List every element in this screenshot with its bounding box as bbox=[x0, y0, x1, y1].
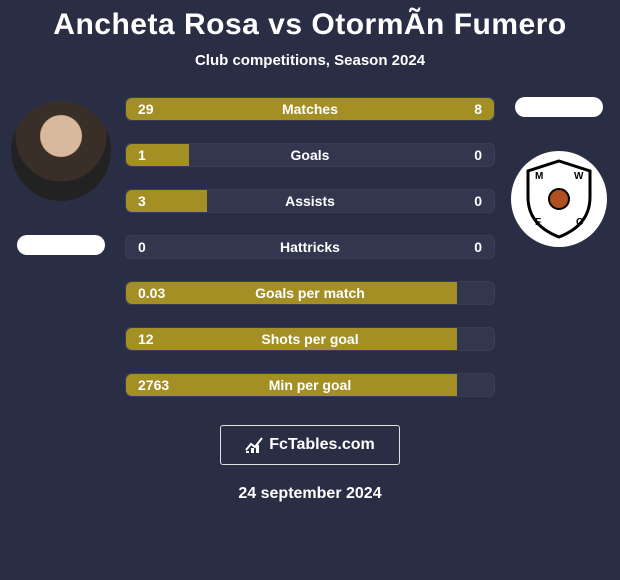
stat-right-segment: 0 bbox=[138, 236, 494, 258]
stat-right-segment: 8 bbox=[384, 98, 494, 120]
player-right-club-badge: M W F C bbox=[511, 151, 607, 247]
stat-right-value: 0 bbox=[474, 193, 482, 209]
player-left-avatar bbox=[11, 101, 111, 201]
comparison-row: 298Matches10Goals30Assists00Hattricks0.0… bbox=[0, 97, 620, 397]
stat-right-value: 8 bbox=[474, 101, 482, 117]
shield-icon: M W F C bbox=[524, 159, 594, 239]
svg-text:W: W bbox=[574, 171, 584, 182]
stat-left-segment: 29 bbox=[126, 98, 384, 120]
stat-right-value: 0 bbox=[474, 239, 482, 255]
player-right-club-pill bbox=[515, 97, 603, 117]
chart-icon bbox=[245, 436, 263, 454]
stat-left-segment: 12 bbox=[126, 328, 457, 350]
page-title: Ancheta Rosa vs OtormÃ­n Fumero bbox=[53, 8, 566, 42]
stat-right-segment: 0 bbox=[189, 144, 494, 166]
stat-right-segment bbox=[457, 282, 494, 304]
stat-bar: 10Goals bbox=[125, 143, 495, 167]
stat-left-segment: 1 bbox=[126, 144, 189, 166]
stat-left-value: 0.03 bbox=[138, 285, 165, 301]
svg-text:F: F bbox=[535, 217, 541, 228]
svg-text:M: M bbox=[535, 171, 543, 182]
brand-logo: FcTables.com bbox=[220, 425, 400, 465]
stat-left-segment: 0.03 bbox=[126, 282, 457, 304]
left-player-column bbox=[11, 97, 111, 255]
right-player-column: M W F C bbox=[509, 97, 609, 272]
brand-text: FcTables.com bbox=[269, 436, 375, 454]
stat-left-value: 1 bbox=[138, 147, 146, 163]
stat-right-segment bbox=[457, 374, 494, 396]
stat-bar: 0.03Goals per match bbox=[125, 281, 495, 305]
stat-bar: 30Assists bbox=[125, 189, 495, 213]
stat-left-value: 3 bbox=[138, 193, 146, 209]
footer-date: 24 september 2024 bbox=[238, 485, 381, 503]
svg-text:C: C bbox=[576, 217, 583, 228]
player-left-club-pill bbox=[17, 235, 105, 255]
stat-bars: 298Matches10Goals30Assists00Hattricks0.0… bbox=[125, 97, 495, 397]
stat-left-value: 12 bbox=[138, 331, 154, 347]
stat-bar: 00Hattricks bbox=[125, 235, 495, 259]
stat-bar: 12Shots per goal bbox=[125, 327, 495, 351]
stat-bar: 2763Min per goal bbox=[125, 373, 495, 397]
stat-left-segment: 3 bbox=[126, 190, 207, 212]
stat-right-segment bbox=[457, 328, 494, 350]
stat-left-segment: 2763 bbox=[126, 374, 457, 396]
stat-left-segment: 0 bbox=[126, 236, 138, 258]
stat-right-segment: 0 bbox=[207, 190, 494, 212]
stat-left-value: 2763 bbox=[138, 377, 169, 393]
stat-bar: 298Matches bbox=[125, 97, 495, 121]
stat-left-value: 29 bbox=[138, 101, 154, 117]
subtitle: Club competitions, Season 2024 bbox=[195, 52, 425, 69]
stat-right-value: 0 bbox=[474, 147, 482, 163]
